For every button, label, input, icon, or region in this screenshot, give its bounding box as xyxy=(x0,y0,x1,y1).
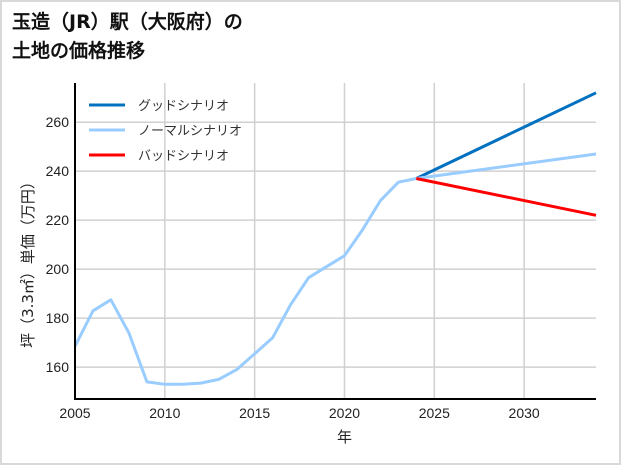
y-tick-label: 160 xyxy=(46,359,70,375)
series-line xyxy=(415,91,597,180)
x-tick-label: 2030 xyxy=(509,405,540,421)
x-tick-label: 2005 xyxy=(59,405,90,421)
x-tick-label: 2010 xyxy=(149,405,180,421)
y-tick-label: 180 xyxy=(46,310,70,326)
x-axis-label: 年 xyxy=(337,428,352,446)
chart-title-line1: 玉造（JR）駅（大阪府）の xyxy=(12,11,243,33)
chart-title: 玉造（JR）駅（大阪府）の 土地の価格推移 xyxy=(12,8,243,66)
y-axis-label: 坪（3.3㎡）単価（万円） xyxy=(19,174,37,348)
chart-title-line2: 土地の価格推移 xyxy=(12,40,146,62)
y-tick-label: 220 xyxy=(46,212,70,228)
x-tick-label: 2015 xyxy=(239,405,270,421)
x-tick-label: 2020 xyxy=(329,405,360,421)
series-line xyxy=(415,177,597,217)
y-tick-label: 240 xyxy=(46,163,70,179)
series-line xyxy=(73,152,597,386)
x-tick-label: 2025 xyxy=(419,405,450,421)
y-tick-label: 260 xyxy=(46,114,70,130)
legend-label: グッドシナリオ xyxy=(138,99,229,114)
legend-label: バッドシナリオ xyxy=(138,149,229,164)
y-tick-label: 200 xyxy=(46,261,70,277)
legend-label: ノーマルシナリオ xyxy=(138,124,242,139)
